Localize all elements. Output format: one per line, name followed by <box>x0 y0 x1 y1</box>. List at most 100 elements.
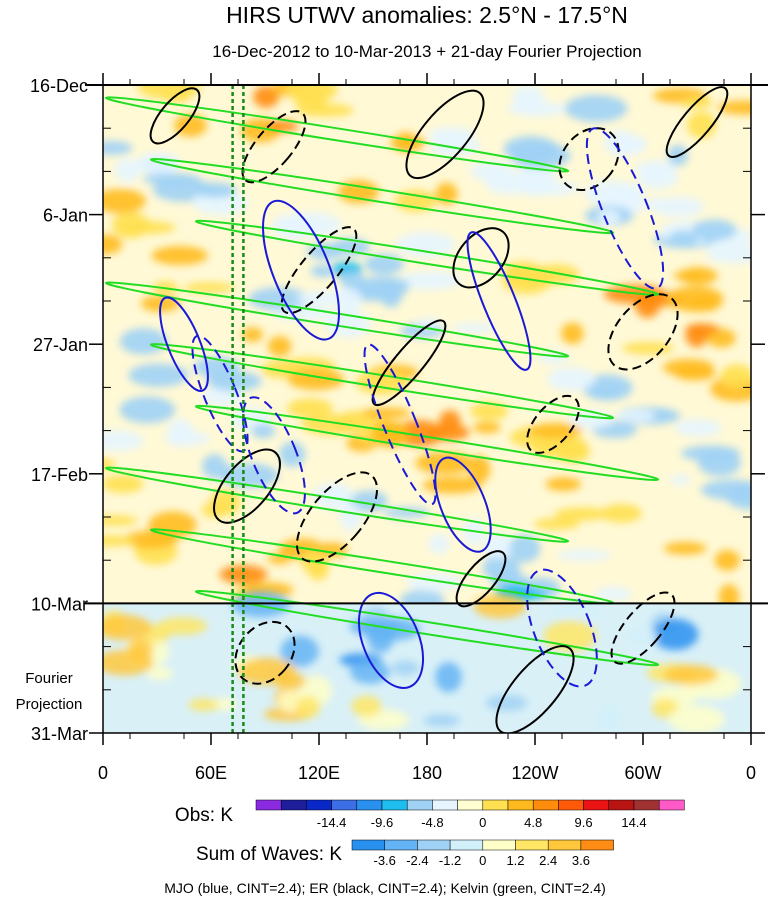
projection-anomaly-blob <box>280 635 319 667</box>
obs-anomaly-blob <box>634 291 660 319</box>
obs-legend-box <box>532 799 559 811</box>
obs-anomaly-blob <box>528 422 583 439</box>
waves-legend-label: 0 <box>479 853 486 868</box>
waves-legend-box <box>547 839 582 851</box>
obs-legend-label: 4.8 <box>524 815 542 830</box>
obs-anomaly-blob <box>353 276 411 297</box>
er-contour <box>280 226 358 315</box>
obs-anomaly-blob <box>720 364 751 388</box>
waves-legend-label: -1.2 <box>439 853 461 868</box>
obs-anomaly-blob <box>422 476 482 494</box>
obs-anomaly-blob <box>686 111 717 139</box>
obs-anomaly-blob <box>428 127 475 144</box>
obs-anomaly-blob <box>103 234 123 255</box>
obs-anomaly-blob <box>151 246 208 266</box>
obs-legend-title: Obs: K <box>175 805 233 826</box>
er-contour <box>213 448 281 524</box>
obs-anomaly-blob <box>307 555 329 581</box>
projection-anomaly-blob <box>103 614 152 641</box>
obs-anomaly-blob <box>279 441 306 467</box>
obs-anomaly-blob <box>556 549 612 561</box>
obs-anomaly-blob <box>662 358 714 377</box>
obs-legend-box <box>558 799 584 811</box>
obs-anomaly-blob <box>670 474 691 485</box>
projection-anomaly-blob <box>485 694 528 712</box>
waves-legend-boxes <box>351 839 614 851</box>
obs-anomaly-blob <box>510 142 571 169</box>
kelvin-contour <box>104 281 570 358</box>
waves-legend-label: 1.2 <box>506 853 524 868</box>
obs-legend-labels: -14.4 -9.6 -4.8 0 4.8 9.6 14.4 <box>317 815 647 830</box>
footer-caption: MJO (blue, CINT=2.4); ER (black, CINT=2.… <box>164 880 606 896</box>
mjo-contour <box>262 199 340 341</box>
projection-anomaly-blob <box>668 705 725 733</box>
waves-legend-box <box>417 839 451 851</box>
obs-anomaly-blob <box>119 396 176 424</box>
obs-anomaly-blob <box>597 209 621 225</box>
obs-legend-box <box>406 799 433 811</box>
obs-anomaly-blob <box>315 485 349 497</box>
projection-anomaly-blob <box>391 660 420 676</box>
obs-anomaly-blob <box>533 518 580 530</box>
mjo-contour <box>585 127 665 290</box>
y-tick-label: 10-Mar <box>31 594 88 614</box>
waves-legend-box <box>449 839 484 851</box>
x-tick-label: 0 <box>746 763 756 783</box>
obs-legend-boxes <box>255 799 685 811</box>
obs-anomaly-blob <box>103 430 144 451</box>
obs-legend-box <box>306 799 332 811</box>
er-contour <box>149 87 201 145</box>
obs-legend-label: 9.6 <box>575 815 593 830</box>
waves-legend-label: -2.4 <box>406 853 428 868</box>
mjo-contour <box>357 591 425 689</box>
mjo-contour <box>466 231 532 371</box>
waves-legend-labels: -3.6 -2.4 -1.2 0 1.2 2.4 3.6 <box>373 853 589 868</box>
waves-legend-box <box>580 839 614 851</box>
obs-anomaly-blob <box>600 503 642 523</box>
obs-anomaly-blob <box>128 363 189 387</box>
obs-anomaly-blob <box>502 268 552 295</box>
obs-anomaly-blob <box>406 573 463 592</box>
obs-anomaly-blob <box>554 507 610 521</box>
waves-legend-title: Sum of Waves: K <box>196 844 342 865</box>
obs-legend-box <box>457 799 484 811</box>
obs-legend-box <box>633 799 660 811</box>
obs-anomaly-blob <box>383 507 430 518</box>
obs-anomaly-blob <box>261 360 301 379</box>
obs-legend-label: -9.6 <box>371 815 393 830</box>
obs-anomaly-blob <box>339 271 365 289</box>
obs-anomaly-blob <box>663 541 707 555</box>
obs-anomaly-blob <box>361 407 411 419</box>
obs-anomaly-blob <box>616 409 656 422</box>
x-tick-label: 0 <box>98 763 108 783</box>
obs-anomaly-blob <box>142 173 201 186</box>
obs-anomaly-blob <box>103 188 146 214</box>
obs-anomaly-blob <box>644 198 665 210</box>
y-axis: 16-Dec 6-Jan 27-Jan 17-Feb 10-Mar 31-Mar <box>30 76 765 744</box>
er-contour <box>495 645 575 733</box>
obs-anomaly-blob <box>148 511 197 539</box>
obs-legend-box <box>583 799 610 811</box>
obs-anomaly-blob <box>706 245 751 264</box>
chart-subtitle: 16-Dec-2012 to 10-Mar-2013 + 21-day Four… <box>212 42 641 61</box>
projection-anomaly-blob <box>664 664 719 685</box>
obs-anomaly-blob <box>685 324 708 348</box>
obs-anomaly-blob <box>167 419 194 447</box>
y-tick-label: 16-Dec <box>30 76 88 96</box>
obs-anomaly-blob <box>545 477 582 492</box>
obs-anomaly-blob <box>242 327 263 343</box>
x-tick-label: 60W <box>624 763 661 783</box>
projection-anomaly-blob <box>627 627 658 644</box>
projection-anomaly-blob <box>423 714 461 727</box>
mjo-contour <box>434 456 492 553</box>
waves-legend-box <box>384 839 418 851</box>
obs-anomaly-blob <box>673 270 704 281</box>
projection-anomaly-field <box>103 591 742 733</box>
projection-anomaly-blob <box>296 696 321 719</box>
obs-anomaly-blob <box>202 454 228 479</box>
projection-anomaly-blob <box>210 697 238 711</box>
projection-label-line1: Fourier <box>25 670 73 687</box>
obs-anomaly-blob <box>674 419 722 437</box>
obs-anomaly-blob <box>267 336 292 357</box>
er-contour <box>452 227 510 289</box>
